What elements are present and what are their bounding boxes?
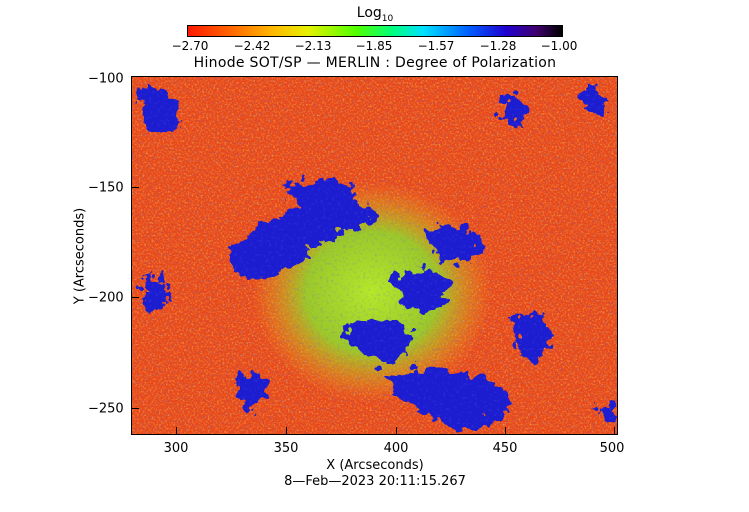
x-tick-label: 500 — [599, 441, 625, 456]
y-tick-mark — [131, 297, 139, 298]
colorbar-tick-label: −1.00 — [540, 39, 578, 53]
y-tick-mark — [131, 187, 139, 188]
x-tick-label: 300 — [163, 441, 189, 456]
x-tick-label: 400 — [383, 441, 409, 456]
x-tick-mark — [396, 427, 397, 435]
y-tick-label: −250 — [88, 401, 124, 417]
y-axis-label: Y (Arcseconds) — [72, 207, 88, 305]
timestamp: 8—Feb—2023 20:11:15.267 — [284, 474, 466, 489]
colorbar — [187, 25, 563, 37]
x-tick-label: 350 — [273, 441, 299, 456]
x-tick-mark — [614, 427, 615, 435]
colorbar-tick-label: −2.13 — [294, 39, 332, 53]
y-tick-label: −150 — [88, 180, 124, 196]
x-tick-mark — [505, 427, 506, 435]
x-tick-mark — [286, 427, 287, 435]
x-tick-mark — [176, 427, 177, 435]
x-tick-label: 450 — [492, 441, 518, 456]
colorbar-tick-label: −1.57 — [417, 39, 455, 53]
colorbar-tick-label: −1.28 — [479, 39, 517, 53]
colorbar-title: Log10 — [356, 5, 394, 24]
x-axis-label: X (Arcseconds) — [326, 458, 424, 473]
colorbar-tick-label: −1.85 — [355, 39, 393, 53]
colorbar-tick-label: −2.70 — [171, 39, 209, 53]
colorbar-tick-label: −2.42 — [233, 39, 271, 53]
y-tick-label: −100 — [88, 71, 124, 87]
polarization-map — [131, 76, 618, 435]
y-tick-mark — [131, 408, 139, 409]
plot-title: Hinode SOT/SP — MERLIN : Degree of Polar… — [193, 55, 557, 71]
y-tick-label: −200 — [88, 290, 124, 306]
